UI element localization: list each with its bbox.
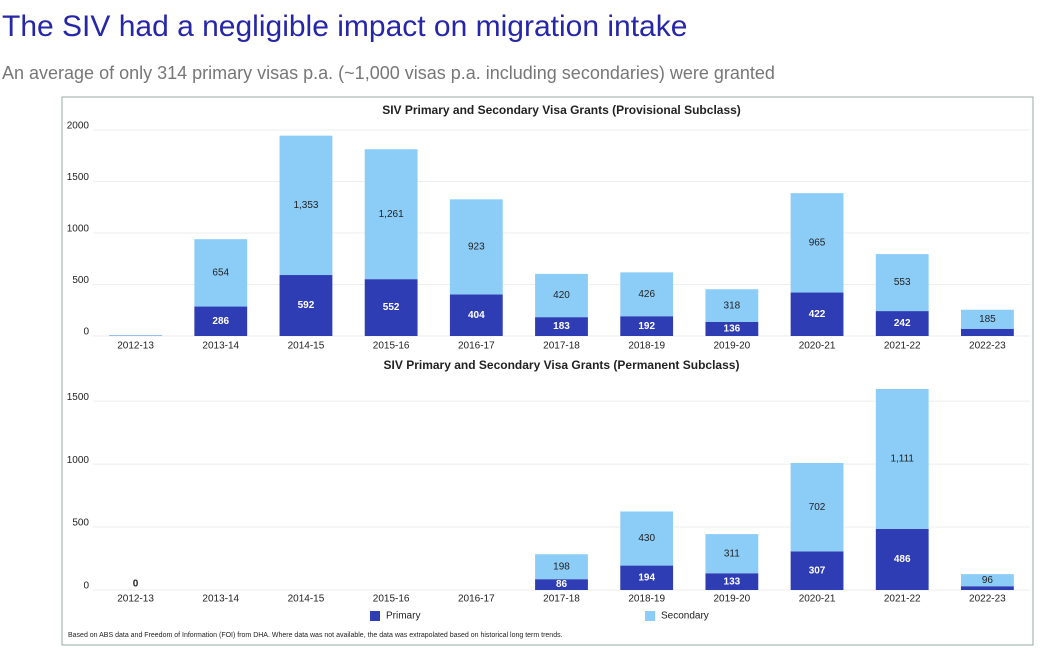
data-label: 553 — [894, 277, 911, 288]
data-label: 286 — [212, 316, 229, 327]
bar-segment — [109, 335, 162, 336]
data-label: 311 — [724, 548, 740, 559]
data-label: 923 — [468, 241, 485, 252]
x-tick-label: 2019-20 — [714, 594, 751, 605]
data-label: 86 — [556, 579, 568, 590]
data-label: 422 — [809, 309, 826, 320]
data-label: 430 — [638, 533, 655, 544]
y-tick-label: 0 — [83, 327, 89, 338]
data-label: 242 — [894, 318, 911, 329]
y-tick-label: 1000 — [67, 455, 90, 466]
bar-segment — [961, 329, 1014, 336]
data-label: 420 — [553, 290, 570, 301]
x-tick-label: 2018-19 — [628, 341, 665, 352]
data-label: 133 — [724, 576, 741, 587]
bar-segment — [961, 586, 1014, 590]
data-label: 404 — [468, 310, 485, 321]
data-label: 426 — [638, 289, 655, 300]
data-label: 965 — [809, 237, 826, 248]
x-tick-label: 2014-15 — [288, 341, 325, 352]
legend-swatch — [370, 611, 380, 621]
x-tick-label: 2022-23 — [969, 341, 1006, 352]
chart-title: SIV Primary and Secondary Visa Grants (P… — [384, 358, 740, 372]
y-tick-label: 0 — [83, 581, 89, 592]
x-tick-label: 2013-14 — [202, 594, 239, 605]
x-tick-label: 2016-17 — [458, 341, 495, 352]
data-label: 198 — [553, 561, 570, 572]
slide-title: The SIV had a negligible impact on migra… — [2, 10, 687, 43]
data-label: 1,111 — [890, 454, 914, 465]
y-tick-label: 500 — [72, 518, 89, 529]
x-tick-label: 2017-18 — [543, 594, 580, 605]
x-tick-label: 2021-22 — [884, 341, 921, 352]
x-tick-label: 2017-18 — [543, 341, 580, 352]
y-tick-label: 1500 — [67, 392, 90, 403]
footnote: Based on ABS data and Freedom of Informa… — [68, 632, 563, 639]
x-tick-label: 2020-21 — [799, 594, 836, 605]
x-tick-label: 2016-17 — [458, 594, 495, 605]
data-label: 592 — [298, 300, 315, 311]
y-tick-label: 500 — [72, 275, 89, 286]
data-label: 1,353 — [293, 200, 318, 211]
data-label: 183 — [553, 321, 570, 332]
slide-subtitle: An average of only 314 primary visas p.a… — [2, 63, 775, 83]
x-tick-label: 2012-13 — [117, 341, 154, 352]
y-tick-label: 1500 — [67, 172, 90, 183]
x-tick-label: 2015-16 — [373, 594, 410, 605]
data-label: 96 — [982, 575, 994, 586]
legend-swatch — [645, 611, 655, 621]
x-tick-label: 2014-15 — [288, 594, 325, 605]
data-label: 1,261 — [379, 209, 404, 220]
data-label: 185 — [979, 314, 996, 325]
x-tick-label: 2013-14 — [202, 341, 239, 352]
x-tick-label: 2021-22 — [884, 594, 921, 605]
data-label: 318 — [724, 300, 741, 311]
data-label: 136 — [724, 324, 741, 335]
data-label: 552 — [383, 302, 400, 313]
data-label: 307 — [809, 565, 826, 576]
x-tick-label: 2022-23 — [969, 594, 1006, 605]
data-label: 192 — [638, 321, 655, 332]
y-tick-label: 2000 — [67, 121, 90, 132]
legend-label: Primary — [386, 611, 420, 622]
x-tick-label: 2020-21 — [799, 341, 836, 352]
legend-label: Secondary — [661, 611, 709, 622]
data-label: 654 — [212, 268, 229, 279]
data-label: 702 — [809, 502, 826, 513]
data-label: 0 — [133, 579, 139, 590]
x-tick-label: 2015-16 — [373, 341, 410, 352]
x-tick-label: 2019-20 — [714, 341, 751, 352]
chart-title: SIV Primary and Secondary Visa Grants (P… — [382, 103, 741, 117]
data-label: 486 — [894, 554, 911, 565]
x-tick-label: 2012-13 — [117, 594, 154, 605]
x-tick-label: 2018-19 — [628, 594, 665, 605]
y-tick-label: 1000 — [67, 224, 90, 235]
data-label: 194 — [638, 572, 655, 583]
